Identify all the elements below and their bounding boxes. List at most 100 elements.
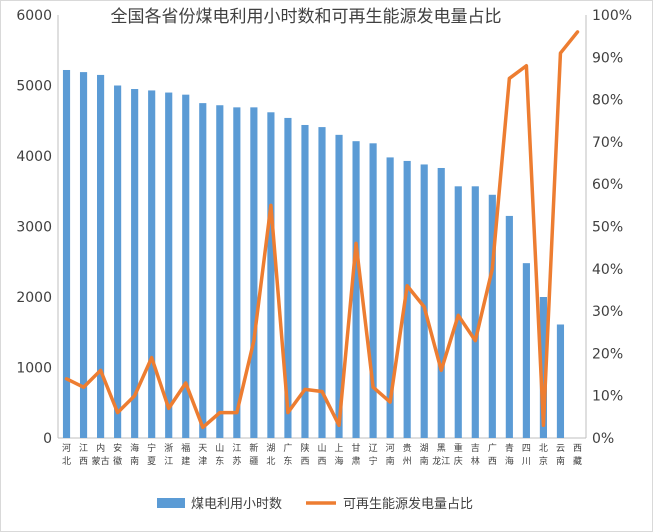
category-label: 云: [556, 444, 565, 454]
bar: [403, 160, 411, 438]
category-label: 江: [79, 443, 88, 454]
category-label: 新: [249, 442, 258, 454]
legend-bar-label: 煤电利用小时数: [191, 497, 282, 512]
category-label: 广: [283, 442, 292, 454]
line-series: [64, 30, 580, 430]
bar: [97, 74, 105, 439]
category-label: 广: [488, 442, 497, 454]
category-label: 黑: [437, 443, 446, 454]
left-tick-label: 6000: [16, 8, 52, 24]
category-label: 重: [454, 442, 463, 454]
bar: [148, 90, 156, 438]
bar: [284, 117, 292, 439]
category-label: 青: [505, 442, 514, 454]
category-label: 江: [164, 456, 173, 467]
legend: 煤电利用小时数 可再生能源发电量占比: [157, 496, 473, 512]
category-label: 川: [522, 457, 531, 467]
category-label: 建: [181, 455, 190, 467]
category-label: 宁: [369, 455, 378, 467]
bar: [454, 186, 462, 438]
category-label: 上: [335, 443, 344, 454]
bar: [420, 164, 428, 438]
category-label: 江: [232, 443, 241, 454]
category-label: 南: [386, 455, 395, 467]
legend-line-label: 可再生能源发电量占比: [343, 496, 473, 512]
left-tick-label: 2000: [16, 290, 52, 306]
left-tick-label: 3000: [16, 220, 52, 236]
bar-series: [62, 69, 565, 439]
bar: [233, 107, 241, 438]
legend-bar-swatch: [157, 498, 185, 508]
bar: [267, 112, 275, 438]
bar: [131, 89, 139, 439]
right-tick-label: 90%: [592, 50, 623, 66]
category-labels: 河北江西内蒙古安徽海南宁夏浙江福建天津山东江苏新疆湖北广东陕西山西上海甘肃辽宁河…: [62, 442, 582, 467]
category-label: 州: [403, 456, 412, 467]
right-tick-label: 30%: [592, 304, 623, 320]
left-tick-label: 0: [43, 431, 52, 447]
category-label: 甘: [352, 442, 361, 454]
bar: [522, 263, 530, 438]
category-label: 湖: [266, 443, 275, 454]
category-label: 河: [386, 442, 395, 454]
category-label: 南: [420, 455, 429, 467]
bar: [114, 85, 122, 438]
category-label: 西: [573, 443, 582, 454]
category-label: 海: [505, 455, 514, 467]
category-label: 疆: [249, 456, 258, 467]
category-label: 浙: [164, 442, 173, 454]
right-tick-label: 20%: [592, 346, 623, 362]
chart-title: 全国各省份煤电利用小时数和可再生能源发电量占比: [111, 7, 502, 27]
category-label: 西: [79, 456, 88, 467]
bar: [471, 186, 479, 438]
right-tick-label: 80%: [592, 93, 623, 109]
category-label: 龙江: [432, 455, 450, 467]
category-label: 南: [130, 455, 139, 467]
right-tick-label: 0%: [592, 431, 614, 447]
category-label: 北: [266, 456, 275, 467]
bar: [556, 324, 565, 438]
category-label: 内: [96, 442, 105, 454]
bar: [250, 107, 258, 438]
bar: [182, 94, 190, 438]
category-label: 海: [335, 455, 344, 467]
bar: [165, 92, 173, 439]
category-label: 吉: [471, 443, 480, 454]
category-label: 山: [317, 443, 326, 454]
bar: [386, 157, 394, 438]
right-tick-label: 70%: [592, 135, 623, 151]
right-tick-label: 60%: [592, 177, 623, 193]
category-label: 辽: [369, 443, 378, 454]
category-label: 陕: [300, 442, 309, 454]
category-label: 海: [130, 442, 139, 454]
category-label: 夏: [147, 456, 156, 467]
left-tick-labels: 0 1000 2000 3000 4000 5000 6000: [16, 8, 52, 447]
category-label: 湖: [420, 443, 429, 454]
category-label: 林: [471, 455, 480, 467]
right-tick-label: 50%: [592, 220, 623, 236]
category-label: 宁: [147, 442, 156, 454]
left-tick-label: 4000: [16, 149, 52, 165]
category-label: 贵: [403, 442, 412, 454]
bar: [318, 127, 326, 438]
bar: [488, 194, 496, 438]
category-label: 藏: [573, 455, 582, 467]
right-tick-label: 100%: [592, 8, 632, 24]
category-label: 北: [539, 443, 548, 454]
category-label: 蒙古: [92, 455, 110, 467]
bar: [216, 105, 224, 439]
category-label: 西: [488, 456, 497, 467]
right-tick-label: 40%: [592, 262, 623, 278]
bar: [437, 167, 445, 439]
category-label: 西: [300, 456, 309, 467]
category-label: 山: [215, 443, 224, 454]
category-label: 四: [522, 444, 531, 454]
category-label: 津: [198, 456, 207, 467]
right-tick-label: 10%: [592, 389, 623, 405]
category-label: 肃: [352, 455, 361, 467]
category-label: 安: [113, 442, 122, 454]
category-label: 东: [215, 455, 224, 467]
category-label: 天: [198, 444, 207, 454]
category-label: 福: [181, 442, 190, 454]
